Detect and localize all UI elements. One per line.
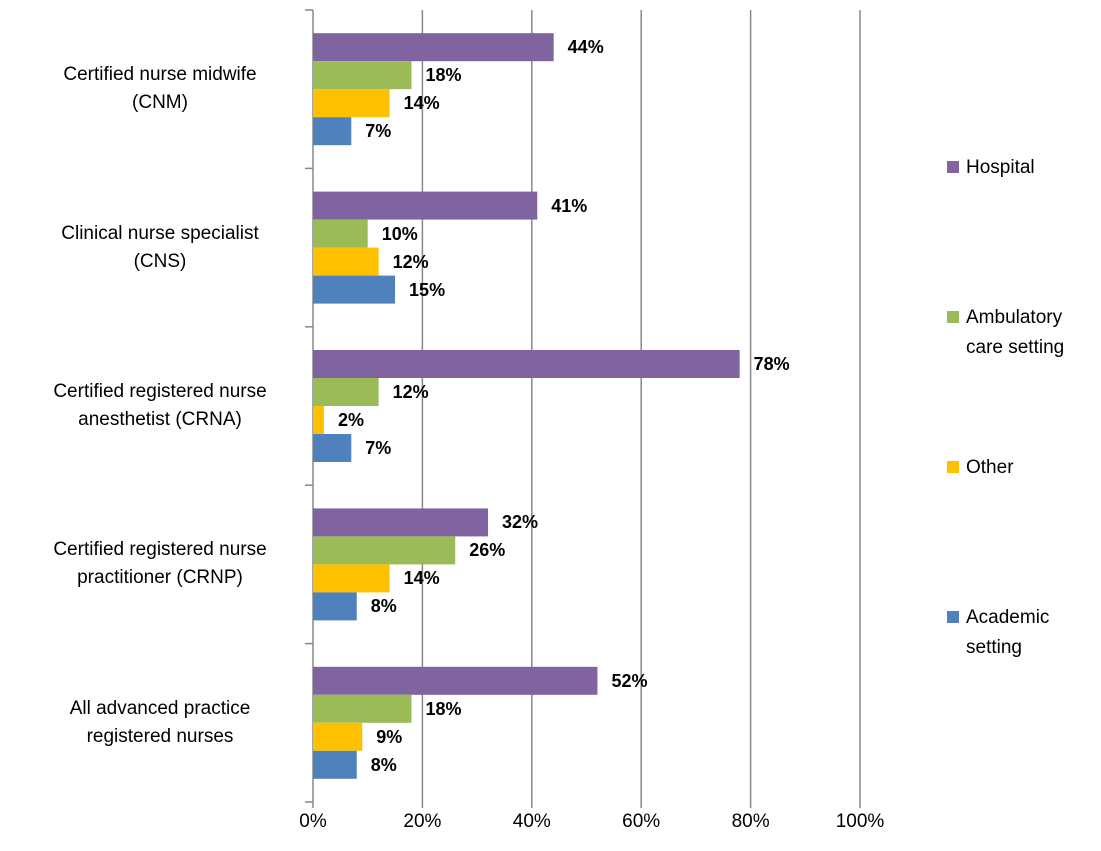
data-label: 9% bbox=[376, 726, 403, 747]
y-tick-label: Certified registered nurse anesthetist (… bbox=[53, 381, 267, 430]
bar bbox=[313, 247, 379, 276]
data-label: 18% bbox=[425, 698, 462, 719]
x-tick-label: 100% bbox=[835, 811, 885, 832]
legend-label: Other bbox=[966, 457, 1014, 478]
bar bbox=[313, 350, 740, 378]
bar bbox=[313, 434, 352, 462]
data-label: 12% bbox=[392, 251, 429, 272]
legend-label: Academic setting bbox=[966, 607, 1050, 658]
legend-label: Ambulatory care setting bbox=[966, 307, 1065, 358]
legend-label: Hospital bbox=[966, 157, 1035, 178]
data-label: 14% bbox=[403, 93, 440, 114]
bar bbox=[313, 191, 538, 220]
bar bbox=[313, 750, 357, 779]
data-label: 2% bbox=[337, 410, 364, 430]
bar bbox=[313, 117, 352, 146]
y-tick-label: Clinical nurse specialist (CNS) bbox=[61, 222, 259, 272]
x-tick-label: 40% bbox=[512, 811, 551, 832]
bar bbox=[313, 666, 598, 695]
x-tick-label: 80% bbox=[731, 811, 770, 832]
bar bbox=[313, 564, 390, 593]
legend-swatch bbox=[947, 461, 959, 473]
data-label: 15% bbox=[409, 279, 446, 300]
x-tick-label: 0% bbox=[299, 811, 327, 832]
data-label: 32% bbox=[502, 512, 539, 533]
bar bbox=[313, 89, 390, 118]
y-tick-label: Certified nurse midwife (CNM) bbox=[63, 64, 257, 114]
legend-swatch bbox=[947, 161, 959, 173]
data-label: 12% bbox=[392, 382, 429, 402]
data-label: 18% bbox=[425, 65, 462, 86]
bar bbox=[313, 33, 554, 62]
data-label: 14% bbox=[403, 568, 440, 589]
bar bbox=[313, 722, 363, 751]
data-label: 78% bbox=[753, 354, 790, 374]
data-label: 10% bbox=[381, 223, 418, 244]
bar bbox=[313, 592, 357, 621]
x-tick-label: 60% bbox=[622, 811, 661, 832]
x-tick-label: 20% bbox=[403, 811, 442, 832]
bar bbox=[313, 275, 396, 304]
y-tick-label: All advanced practice registered nurses bbox=[69, 697, 251, 747]
bar bbox=[313, 378, 379, 406]
data-label: 44% bbox=[567, 37, 604, 58]
bar bbox=[313, 61, 412, 90]
bar bbox=[313, 694, 412, 723]
data-label: 8% bbox=[370, 596, 397, 617]
bar bbox=[313, 406, 324, 434]
bar bbox=[313, 536, 456, 565]
data-label: 7% bbox=[365, 438, 392, 458]
data-label: 52% bbox=[611, 670, 648, 691]
data-label: 41% bbox=[551, 195, 588, 216]
legend-swatch bbox=[947, 611, 959, 623]
bar bbox=[313, 508, 489, 537]
legend-swatch bbox=[947, 311, 959, 323]
data-label: 7% bbox=[365, 121, 392, 142]
y-tick-label: Certified registered nurse practitioner … bbox=[53, 539, 267, 589]
data-label: 8% bbox=[370, 754, 397, 775]
data-label: 26% bbox=[469, 540, 506, 561]
bar bbox=[313, 219, 368, 248]
